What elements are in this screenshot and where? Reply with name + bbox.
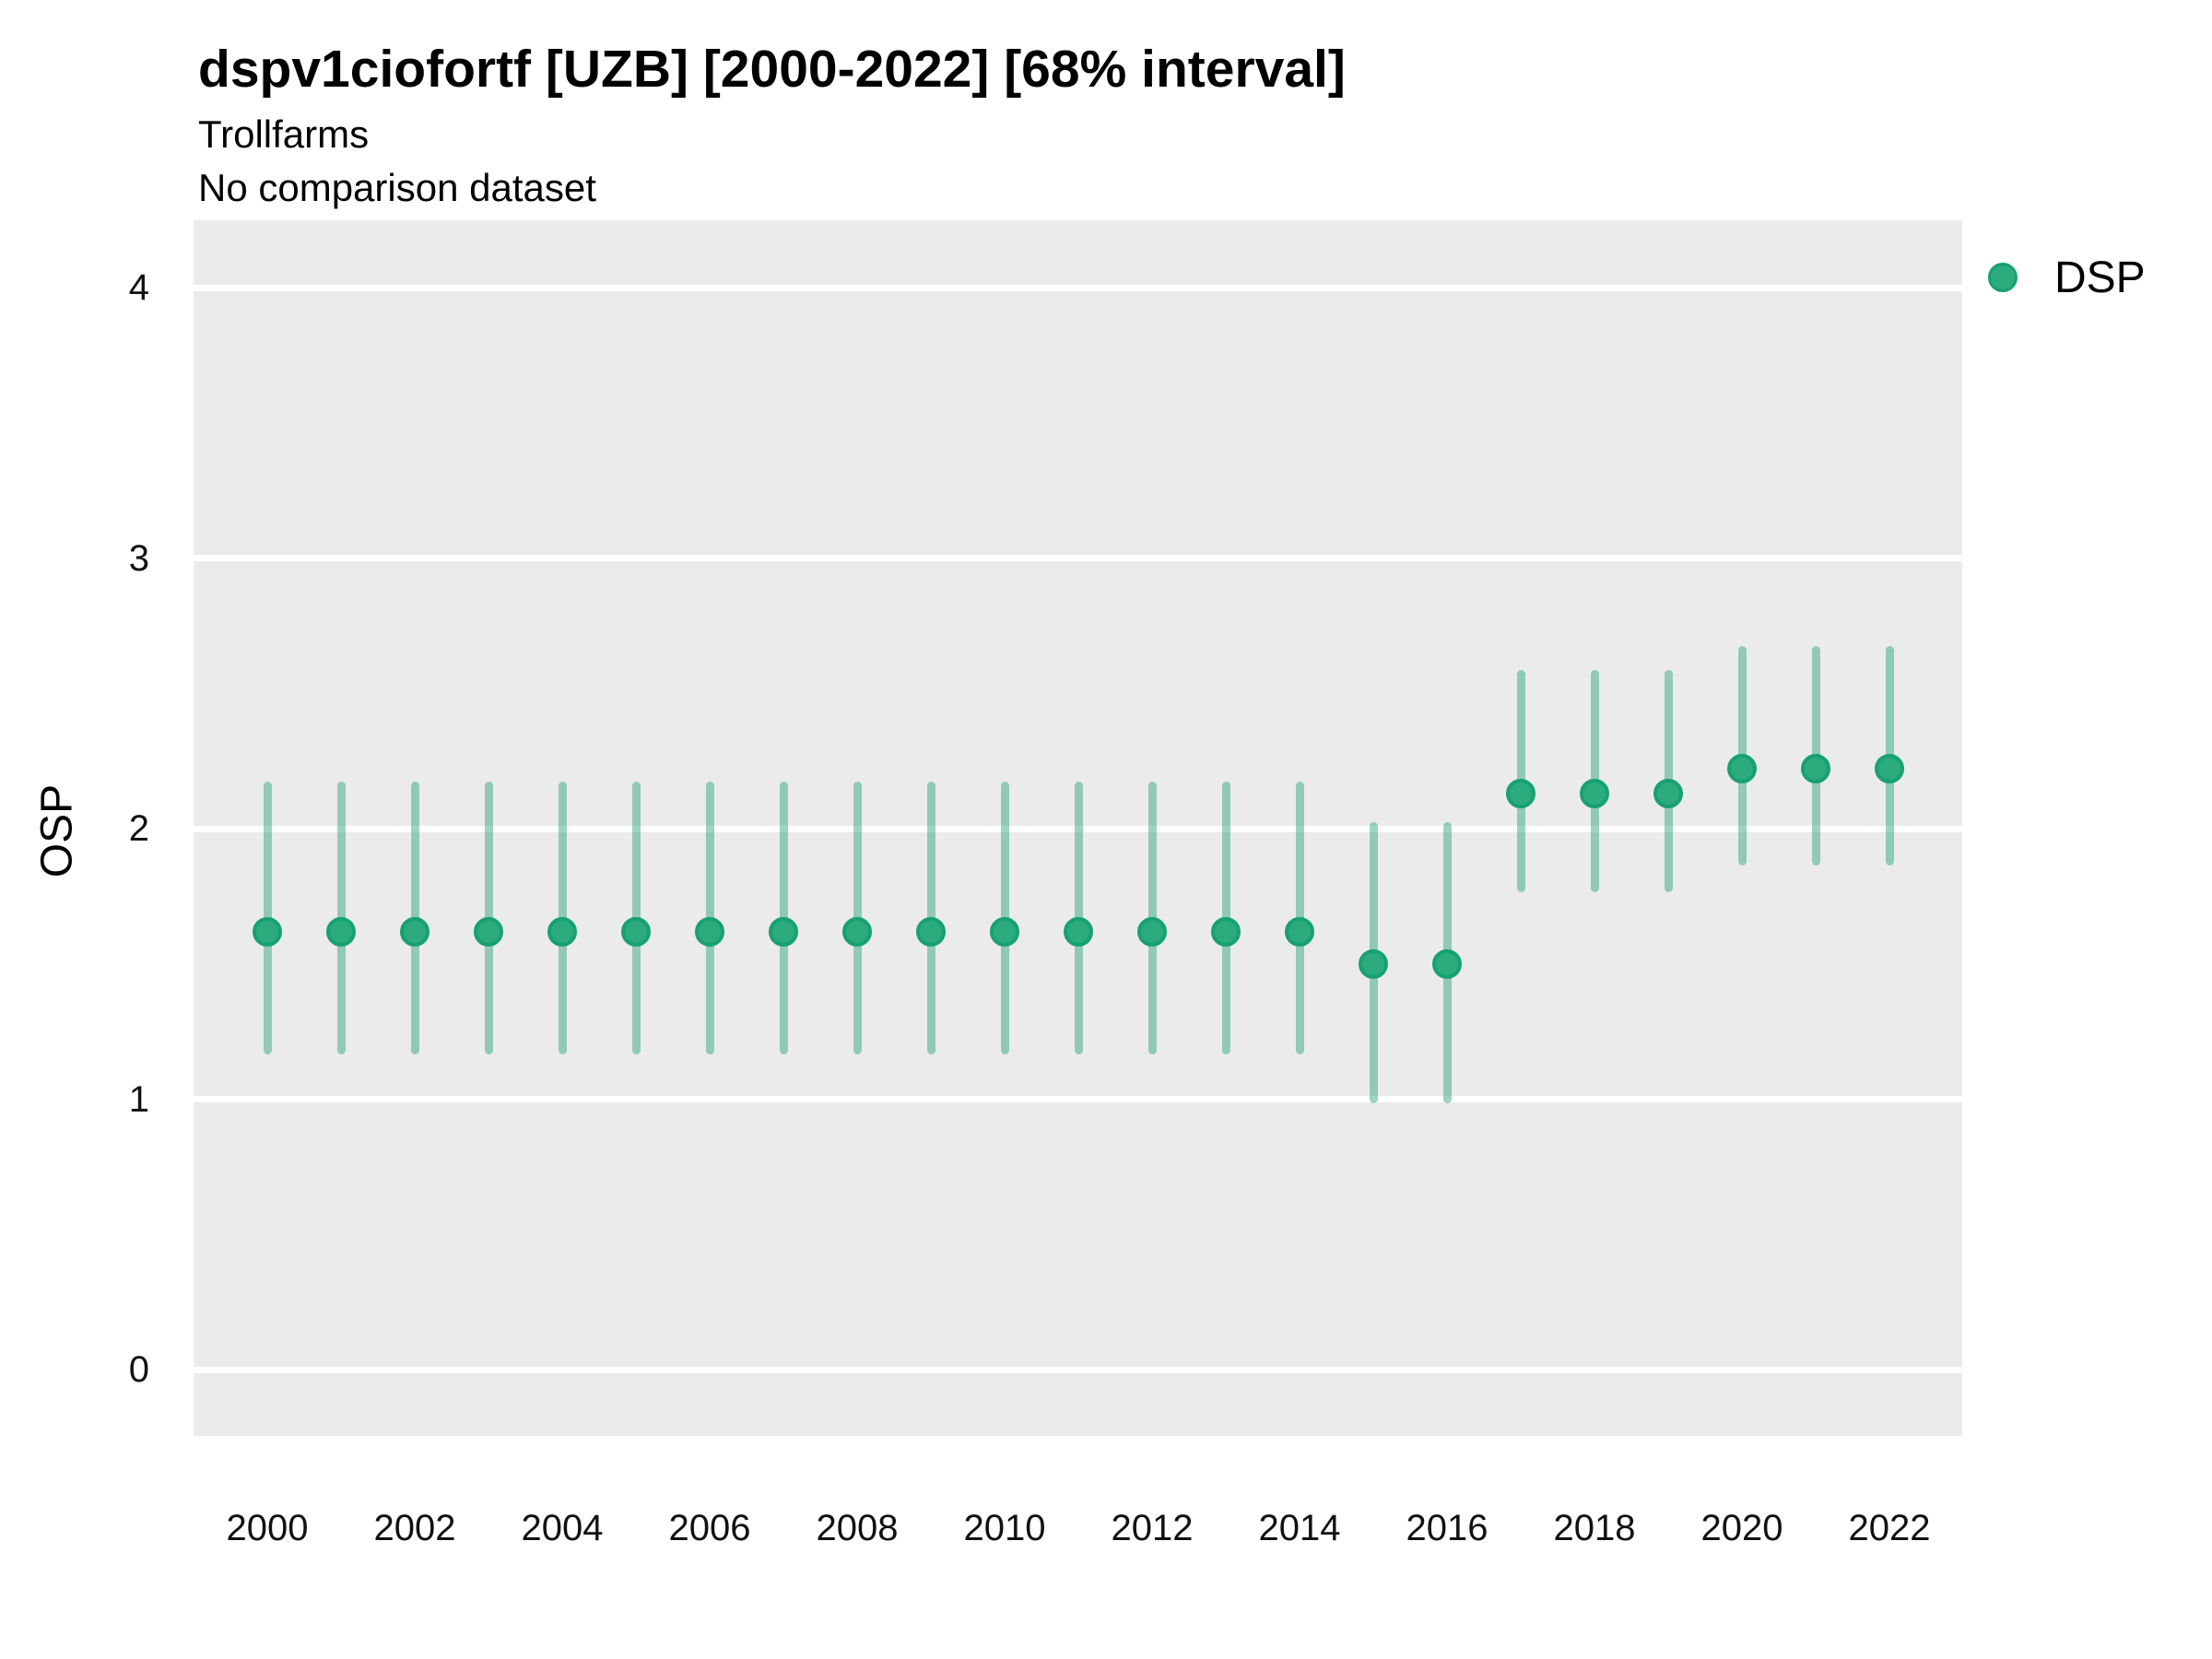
x-tick-label-2010: 2010 [963, 1508, 1046, 1548]
data-point-2003 [474, 916, 503, 947]
x-tick-label-2012: 2012 [1111, 1508, 1194, 1548]
data-point-2000 [253, 916, 282, 947]
legend: DSP [1988, 250, 2146, 305]
data-point-2002 [400, 916, 429, 947]
data-point-2016 [1432, 948, 1462, 979]
data-point-2015 [1359, 948, 1388, 979]
data-point-2005 [621, 916, 651, 947]
data-point-2019 [1653, 778, 1683, 808]
data-point-2010 [990, 916, 1019, 947]
y-tick-label-3: 3 [128, 537, 149, 579]
chart-title: dspv1ciofortf [UZB] [2000-2022] [68% int… [198, 40, 1346, 99]
x-tick-label-2018: 2018 [1553, 1508, 1636, 1548]
chart-subtitle: Trollfarms [198, 112, 370, 156]
data-point-2018 [1580, 778, 1609, 808]
data-point-2021 [1801, 754, 1830, 784]
data-point-2006 [695, 916, 724, 947]
x-tick-label-2008: 2008 [816, 1508, 899, 1548]
data-point-2017 [1506, 778, 1535, 808]
x-tick-label-2022: 2022 [1848, 1508, 1931, 1548]
y-tick-label-1: 1 [128, 1078, 149, 1120]
gridline-y-4 [194, 284, 1962, 291]
data-point-2007 [769, 916, 798, 947]
gridline-y-2 [194, 825, 1962, 832]
data-point-2022 [1875, 754, 1904, 784]
data-point-2020 [1727, 754, 1757, 784]
x-tick-label-2002: 2002 [373, 1508, 456, 1548]
data-point-2012 [1137, 916, 1167, 947]
x-tick-label-2020: 2020 [1700, 1508, 1783, 1548]
legend-label: DSP [2054, 253, 2146, 302]
gridline-y-3 [194, 555, 1962, 561]
x-tick-label-2000: 2000 [226, 1508, 309, 1548]
legend-point-marker-icon [1988, 263, 2018, 292]
chart-subtitle-2: No comparison dataset [198, 166, 596, 209]
x-tick-label-2014: 2014 [1258, 1508, 1341, 1548]
data-point-2011 [1064, 916, 1093, 947]
data-point-2001 [326, 916, 356, 947]
data-point-2014 [1285, 916, 1314, 947]
y-tick-label-0: 0 [128, 1349, 149, 1390]
plot-panel [194, 220, 1962, 1436]
x-tick-label-2004: 2004 [521, 1508, 604, 1548]
x-tick-label-2016: 2016 [1406, 1508, 1488, 1548]
gridline-y-0 [194, 1366, 1962, 1373]
y-tick-label-4: 4 [128, 267, 149, 308]
y-tick-label-2: 2 [128, 808, 149, 849]
data-point-2008 [842, 916, 872, 947]
data-point-2009 [916, 916, 946, 947]
x-tick-label-2006: 2006 [668, 1508, 751, 1548]
gridline-y-1 [194, 1096, 1962, 1102]
data-point-2013 [1211, 916, 1241, 947]
data-point-2004 [547, 916, 577, 947]
